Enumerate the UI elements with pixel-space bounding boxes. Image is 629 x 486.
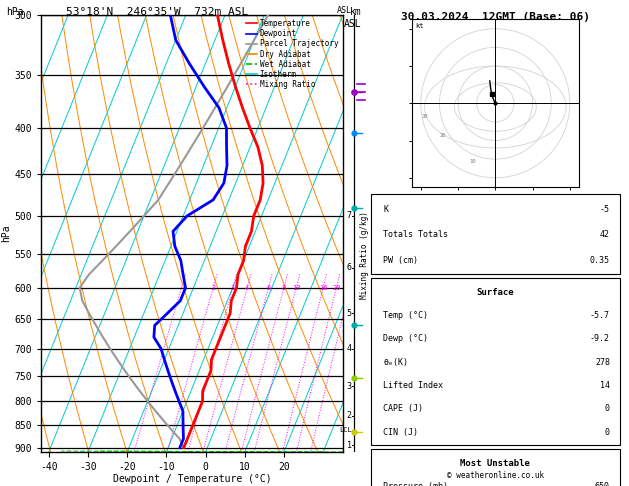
Text: -9.2: -9.2 — [590, 334, 610, 343]
Text: Most Unstable: Most Unstable — [460, 459, 530, 468]
Text: 30: 30 — [421, 114, 428, 119]
FancyBboxPatch shape — [370, 449, 620, 486]
Text: km: km — [350, 7, 362, 17]
FancyBboxPatch shape — [370, 278, 620, 445]
Text: 6: 6 — [347, 263, 352, 272]
Text: 30.03.2024  12GMT (Base: 06): 30.03.2024 12GMT (Base: 06) — [401, 12, 590, 22]
Text: K: K — [383, 205, 388, 214]
Text: 14: 14 — [600, 381, 610, 390]
Text: hPa: hPa — [6, 7, 24, 17]
Text: -5.7: -5.7 — [590, 311, 610, 320]
Text: 2: 2 — [347, 411, 352, 420]
Text: CAPE (J): CAPE (J) — [383, 404, 423, 413]
Text: PW (cm): PW (cm) — [383, 256, 418, 264]
Text: Dewp (°C): Dewp (°C) — [383, 334, 428, 343]
Text: 650: 650 — [595, 482, 610, 486]
Text: 10: 10 — [470, 159, 476, 164]
Text: 4: 4 — [347, 344, 352, 353]
Text: ASL: ASL — [337, 5, 352, 15]
Text: Surface: Surface — [477, 288, 514, 296]
Text: 42: 42 — [600, 230, 610, 239]
Text: 278: 278 — [595, 358, 610, 366]
Text: 8: 8 — [282, 285, 286, 291]
Text: 16: 16 — [319, 285, 327, 291]
Text: Mixing Ratio (g/kg): Mixing Ratio (g/kg) — [360, 211, 369, 299]
Text: 0.35: 0.35 — [590, 256, 610, 264]
Text: ASL: ASL — [344, 19, 362, 30]
Text: 2: 2 — [211, 285, 215, 291]
Text: 20: 20 — [440, 133, 447, 138]
Text: 4: 4 — [245, 285, 249, 291]
Text: 3: 3 — [347, 382, 352, 391]
Text: kt: kt — [415, 23, 424, 29]
Text: -5: -5 — [600, 205, 610, 214]
Text: 3: 3 — [231, 285, 235, 291]
Text: 0: 0 — [605, 404, 610, 413]
Text: 5: 5 — [347, 309, 352, 318]
Text: 53°18'N  246°35'W  732m ASL: 53°18'N 246°35'W 732m ASL — [66, 7, 248, 17]
Text: Lifted Index: Lifted Index — [383, 381, 443, 390]
Y-axis label: hPa: hPa — [1, 225, 11, 242]
Text: Totals Totals: Totals Totals — [383, 230, 448, 239]
Text: 7: 7 — [347, 211, 352, 221]
Legend: Temperature, Dewpoint, Parcel Trajectory, Dry Adiabat, Wet Adiabat, Isotherm, Mi: Temperature, Dewpoint, Parcel Trajectory… — [245, 18, 339, 90]
Text: 6: 6 — [266, 285, 270, 291]
FancyBboxPatch shape — [370, 194, 620, 274]
Text: © weatheronline.co.uk: © weatheronline.co.uk — [447, 471, 544, 480]
X-axis label: Dewpoint / Temperature (°C): Dewpoint / Temperature (°C) — [113, 474, 271, 485]
Text: Temp (°C): Temp (°C) — [383, 311, 428, 320]
Text: LCL: LCL — [339, 427, 352, 433]
Text: CIN (J): CIN (J) — [383, 428, 418, 436]
Text: 1: 1 — [347, 441, 352, 450]
Text: Pressure (mb): Pressure (mb) — [383, 482, 448, 486]
Text: 0: 0 — [605, 428, 610, 436]
Text: 20: 20 — [332, 285, 340, 291]
Text: 10: 10 — [292, 285, 301, 291]
Text: θₑ(K): θₑ(K) — [383, 358, 408, 366]
